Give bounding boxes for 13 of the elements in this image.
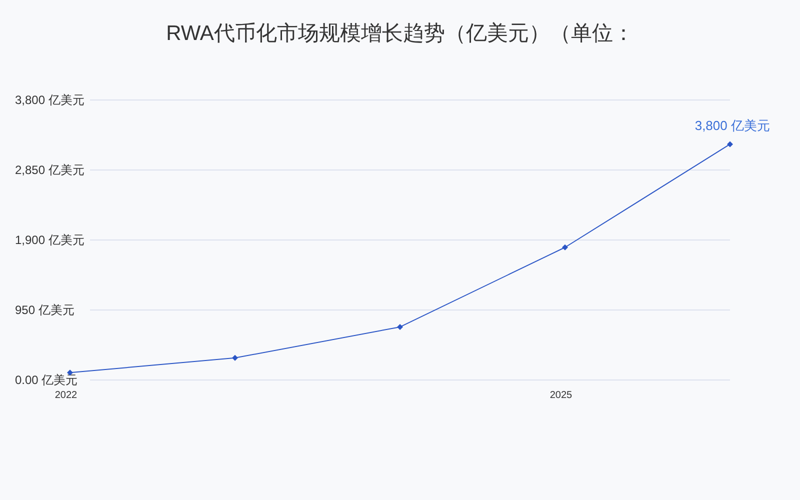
point <box>562 244 568 250</box>
y-tick-label: 3,800 亿美元 <box>15 93 84 107</box>
annotation: 3,800 亿美元 <box>694 118 770 134</box>
y-tick-label: 1,900 亿美元 <box>15 233 84 247</box>
x-tick-label: 2025 <box>550 390 573 401</box>
point <box>232 354 238 361</box>
point <box>727 141 733 148</box>
x-tick-label: 2022 <box>54 390 78 401</box>
y-tick-label: 950 亿美元 <box>15 303 74 317</box>
point <box>397 324 403 330</box>
y-tick-label: 0.00 亿美元 <box>15 373 78 387</box>
chart-title: RWA代币化市场规模增长趋势（亿美元）（单位： <box>166 22 634 45</box>
y-tick-label: 2,850 亿美元 <box>15 163 84 177</box>
